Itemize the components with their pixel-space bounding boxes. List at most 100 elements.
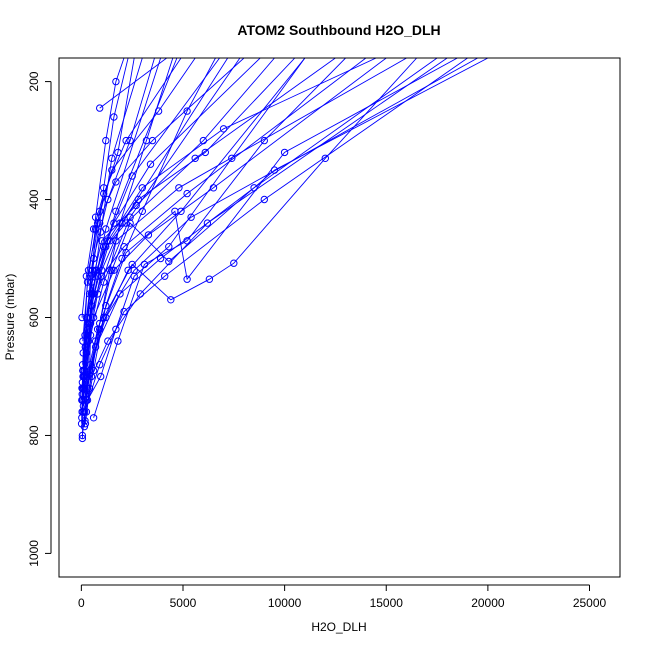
data-point — [136, 290, 145, 298]
data-point — [93, 219, 102, 227]
data-point — [183, 107, 191, 115]
y-tick-label: 800 — [27, 425, 41, 445]
data-point — [84, 266, 93, 274]
plot-area — [77, 58, 489, 443]
series-20 — [79, 58, 387, 392]
data-point — [106, 237, 114, 245]
y-tick-label: 1000 — [27, 540, 41, 567]
series-line — [81, 58, 306, 436]
data-point — [167, 296, 175, 304]
data-point — [187, 213, 195, 221]
series-line — [82, 58, 478, 401]
data-point — [88, 290, 97, 298]
data-point — [203, 219, 212, 227]
data-point — [102, 313, 110, 322]
data-point — [120, 307, 128, 316]
x-tick-label: 0 — [78, 596, 85, 610]
x-axis-label: H2O_DLH — [311, 620, 366, 634]
data-point — [78, 313, 86, 322]
data-point — [126, 213, 134, 221]
data-point — [183, 189, 191, 198]
data-point — [96, 219, 104, 227]
series-9 — [81, 58, 418, 398]
data-point — [128, 172, 136, 180]
series-8 — [89, 58, 346, 422]
y-tick-label: 400 — [27, 189, 41, 209]
data-point — [83, 313, 92, 322]
data-point — [89, 414, 98, 422]
data-point — [112, 207, 120, 216]
data-point — [280, 148, 289, 157]
series-22 — [80, 58, 468, 416]
data-point — [230, 259, 238, 267]
data-point — [86, 331, 95, 339]
data-point — [80, 372, 89, 381]
data-point — [199, 136, 208, 145]
data-point — [122, 136, 130, 145]
data-point — [110, 266, 118, 274]
data-point — [100, 189, 108, 198]
x-axis: 0 5000 10000 15000 20000 25000 — [78, 584, 607, 610]
data-point — [96, 325, 104, 333]
data-point — [83, 325, 92, 333]
data-point — [144, 231, 153, 239]
data-point — [124, 266, 132, 274]
data-point — [100, 278, 108, 286]
series-1 — [96, 58, 167, 112]
data-point — [112, 178, 120, 186]
data-point — [81, 420, 90, 428]
data-point — [78, 431, 87, 440]
data-point — [183, 275, 191, 283]
series-line — [81, 58, 241, 412]
series-26 — [79, 58, 448, 416]
data-point — [87, 372, 96, 381]
series-29 — [78, 58, 229, 422]
data-point — [126, 136, 134, 145]
data-point — [134, 195, 143, 204]
data-point — [83, 384, 92, 392]
x-tick-label: 15000 — [370, 596, 404, 610]
data-point — [161, 272, 169, 280]
data-point — [165, 243, 173, 251]
data-point — [209, 184, 218, 192]
series-11 — [79, 58, 489, 410]
series-line — [81, 58, 229, 418]
data-point — [260, 195, 268, 204]
x-tick-label: 5000 — [170, 596, 197, 610]
x-tick-label: 20000 — [471, 596, 505, 610]
plot-frame — [58, 57, 621, 578]
data-point — [175, 184, 183, 192]
data-point — [78, 408, 86, 416]
data-point — [191, 154, 199, 163]
series-5 — [81, 58, 174, 428]
data-point — [112, 325, 120, 333]
y-axis: 200 400 600 800 1000 — [27, 71, 52, 567]
y-axis-label: Pressure (mbar) — [3, 274, 17, 361]
data-point — [102, 225, 110, 233]
series-line — [83, 58, 438, 401]
series-line — [87, 58, 306, 401]
chart-title: ATOM2 Southbound H2O_DLH — [237, 22, 440, 38]
data-point — [104, 337, 112, 345]
data-point — [120, 243, 128, 251]
series-line — [82, 58, 448, 413]
series-line — [84, 58, 174, 424]
data-point — [177, 207, 185, 216]
y-tick-label: 600 — [27, 307, 41, 327]
series-34 — [78, 58, 241, 416]
series-line — [81, 58, 178, 401]
series-line — [83, 58, 458, 389]
data-point — [156, 254, 165, 263]
data-point — [93, 272, 102, 280]
data-point — [205, 275, 214, 283]
data-point — [112, 77, 120, 86]
data-point — [96, 104, 104, 112]
data-point — [118, 219, 126, 227]
data-point — [228, 154, 236, 163]
series-6 — [82, 58, 216, 416]
series-line — [82, 58, 245, 342]
y-tick-label: 200 — [27, 71, 41, 91]
data-point — [110, 113, 118, 121]
x-tick-label: 10000 — [268, 596, 302, 610]
